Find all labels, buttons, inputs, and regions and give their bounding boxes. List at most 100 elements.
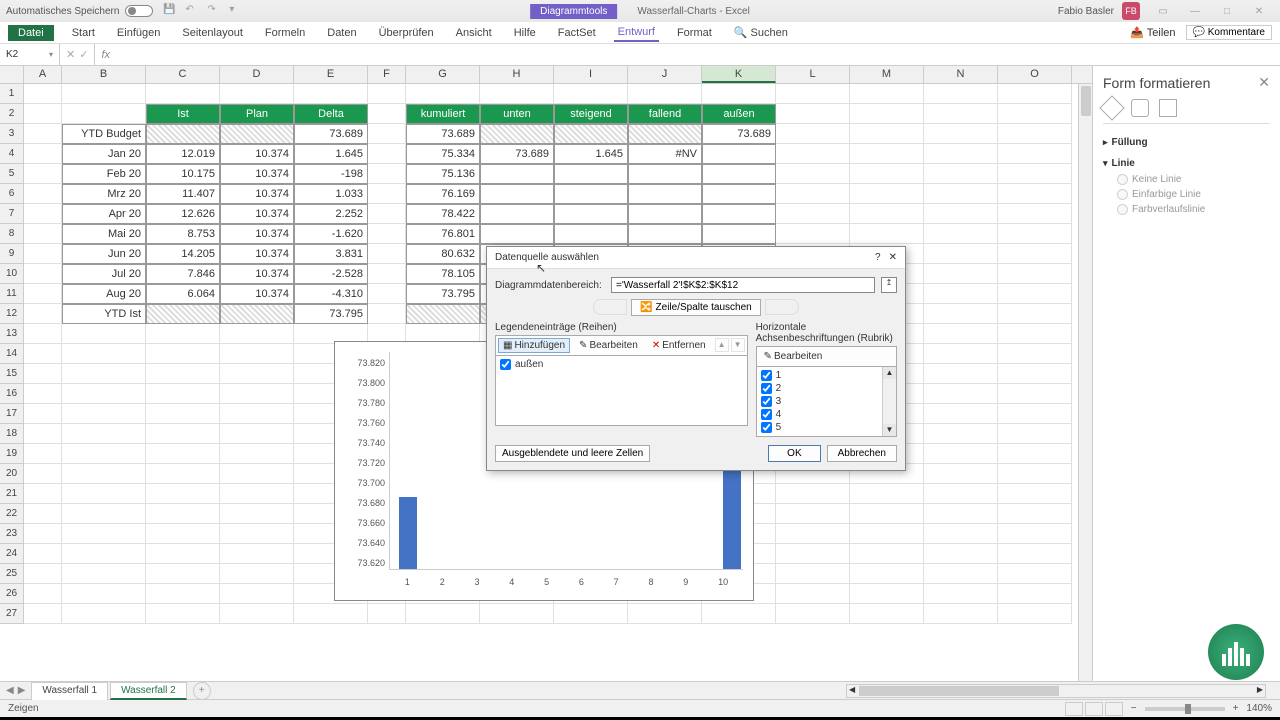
cell-B12[interactable]: YTD Ist <box>62 304 146 324</box>
column-header-D[interactable]: D <box>220 66 294 83</box>
row-header-25[interactable]: 25 <box>0 564 23 584</box>
cell-G3[interactable]: 73.689 <box>406 124 480 144</box>
cell-J1[interactable] <box>628 84 702 104</box>
spreadsheet-grid[interactable]: ABCDEFGHIJKLMNO 123456789101112131415161… <box>0 66 1092 681</box>
cell-O9[interactable] <box>998 244 1072 264</box>
cell-A10[interactable] <box>24 264 62 284</box>
name-box[interactable]: K2 <box>0 44 60 65</box>
cell-N20[interactable] <box>924 464 998 484</box>
cell-E27[interactable] <box>294 604 368 624</box>
cell-A15[interactable] <box>24 364 62 384</box>
column-header-C[interactable]: C <box>146 66 220 83</box>
cell-N15[interactable] <box>924 364 998 384</box>
ribbon-tab-factset[interactable]: FactSet <box>554 25 600 41</box>
dialog-titlebar[interactable]: Datenquelle auswählen ? ✕ <box>487 247 905 269</box>
cell-L22[interactable] <box>776 504 850 524</box>
cell-B25[interactable] <box>62 564 146 584</box>
cell-E5[interactable]: -198 <box>294 164 368 184</box>
cell-N10[interactable] <box>924 264 998 284</box>
enter-formula-icon[interactable]: ✓ <box>79 48 88 61</box>
cell-D16[interactable] <box>220 384 294 404</box>
column-header-L[interactable]: L <box>776 66 850 83</box>
cell-D4[interactable]: 10.374 <box>220 144 294 164</box>
cell-O5[interactable] <box>998 164 1072 184</box>
cell-E3[interactable]: 73.689 <box>294 124 368 144</box>
row-header-11[interactable]: 11 <box>0 284 23 304</box>
cell-C15[interactable] <box>146 364 220 384</box>
swap-row-column-button[interactable]: 🔀 Zeile/Spalte tauschen <box>631 299 760 316</box>
cell-H6[interactable] <box>480 184 554 204</box>
cell-C8[interactable]: 8.753 <box>146 224 220 244</box>
cell-B7[interactable]: Apr 20 <box>62 204 146 224</box>
cell-N11[interactable] <box>924 284 998 304</box>
cell-D26[interactable] <box>220 584 294 604</box>
column-header-J[interactable]: J <box>628 66 702 83</box>
cell-O24[interactable] <box>998 544 1072 564</box>
fill-line-icon[interactable] <box>1099 95 1124 120</box>
row-header-9[interactable]: 9 <box>0 244 23 264</box>
category-checkbox[interactable] <box>761 396 772 407</box>
cell-D10[interactable]: 10.374 <box>220 264 294 284</box>
cell-F9[interactable] <box>368 244 406 264</box>
cell-F5[interactable] <box>368 164 406 184</box>
cell-N7[interactable] <box>924 204 998 224</box>
cell-L8[interactable] <box>776 224 850 244</box>
cell-A27[interactable] <box>24 604 62 624</box>
cell-O15[interactable] <box>998 364 1072 384</box>
row-header-8[interactable]: 8 <box>0 224 23 244</box>
category-checkbox[interactable] <box>761 383 772 394</box>
cell-H3[interactable] <box>480 124 554 144</box>
cell-D8[interactable]: 10.374 <box>220 224 294 244</box>
cell-N6[interactable] <box>924 184 998 204</box>
cell-A25[interactable] <box>24 564 62 584</box>
row-header-17[interactable]: 17 <box>0 404 23 424</box>
cell-O16[interactable] <box>998 384 1072 404</box>
cell-D15[interactable] <box>220 364 294 384</box>
cell-A26[interactable] <box>24 584 62 604</box>
cell-L6[interactable] <box>776 184 850 204</box>
row-header-18[interactable]: 18 <box>0 424 23 444</box>
category-name[interactable]: 3 <box>776 396 782 407</box>
cell-M25[interactable] <box>850 564 924 584</box>
cell-N2[interactable] <box>924 104 998 124</box>
ribbon-tab-hilfe[interactable]: Hilfe <box>510 25 540 41</box>
cell-A8[interactable] <box>24 224 62 244</box>
row-header-5[interactable]: 5 <box>0 164 23 184</box>
row-header-12[interactable]: 12 <box>0 304 23 324</box>
category-name[interactable]: 4 <box>776 409 782 420</box>
cell-M7[interactable] <box>850 204 924 224</box>
cell-B9[interactable]: Jun 20 <box>62 244 146 264</box>
cell-B21[interactable] <box>62 484 146 504</box>
cell-D20[interactable] <box>220 464 294 484</box>
row-header-7[interactable]: 7 <box>0 204 23 224</box>
row-header-20[interactable]: 20 <box>0 464 23 484</box>
effects-icon[interactable] <box>1131 99 1149 117</box>
ribbon-tab-entwurf[interactable]: Entwurf <box>614 24 659 42</box>
cell-K27[interactable] <box>702 604 776 624</box>
cell-M5[interactable] <box>850 164 924 184</box>
cell-L25[interactable] <box>776 564 850 584</box>
cell-G8[interactable]: 76.801 <box>406 224 480 244</box>
sheet-tab-1[interactable]: Wasserfall 2 <box>110 682 187 700</box>
move-down-icon[interactable]: ▼ <box>731 338 745 352</box>
row-header-4[interactable]: 4 <box>0 144 23 164</box>
cell-E2[interactable]: Delta <box>294 104 368 124</box>
cell-L21[interactable] <box>776 484 850 504</box>
cell-C24[interactable] <box>146 544 220 564</box>
cell-M8[interactable] <box>850 224 924 244</box>
cell-L2[interactable] <box>776 104 850 124</box>
cell-I6[interactable] <box>554 184 628 204</box>
cell-E7[interactable]: 2.252 <box>294 204 368 224</box>
cell-C10[interactable]: 7.846 <box>146 264 220 284</box>
chart-data-range-input[interactable] <box>611 277 875 293</box>
dialog-help-icon[interactable]: ? <box>875 252 881 263</box>
column-header-F[interactable]: F <box>368 66 406 83</box>
cell-M1[interactable] <box>850 84 924 104</box>
search-box[interactable]: 🔍 Suchen <box>730 24 792 41</box>
cell-F1[interactable] <box>368 84 406 104</box>
cell-D21[interactable] <box>220 484 294 504</box>
cell-E8[interactable]: -1.620 <box>294 224 368 244</box>
cell-N27[interactable] <box>924 604 998 624</box>
cell-B14[interactable] <box>62 344 146 364</box>
cell-A3[interactable] <box>24 124 62 144</box>
